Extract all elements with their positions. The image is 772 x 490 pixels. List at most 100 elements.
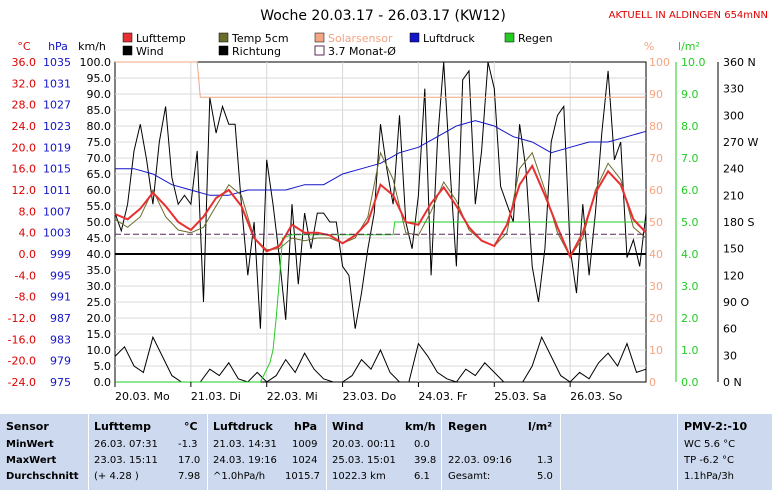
rain-tick-label: 5.0 [681,216,699,229]
axis-unit-label: l/m² [678,40,700,53]
legend-swatch [409,32,420,43]
temp-tick-label: 20.0 [12,141,37,154]
wind-tick-label: 60.0 [87,184,112,197]
axis-units: °C hPa km/h% l/m² [17,40,700,53]
temp-tick-label: 32.0 [12,77,37,90]
wind-tick-label: 40.0 [87,248,112,261]
wind-avg-value: 6.1 [414,471,430,482]
wind-tick-label: 20.0 [87,312,112,325]
legend-swatch [314,32,325,43]
temp-tick-label: -8.0 [15,291,36,304]
wind-tick-label: 35.0 [87,264,112,277]
wind-tick-label: 55.0 [87,200,112,213]
pmv-dewpoint: TP -6.2 °C [684,455,734,466]
luftdruck-max-value: 1024 [292,455,318,466]
rain-tick-label: 2.0 [681,312,699,325]
solar-tick-label: 70 [649,152,663,165]
regen-max-value: 1.3 [537,455,553,466]
direction-tick-label: 90 O [723,296,749,309]
pmv-windchill: WC 5.6 °C [684,439,736,450]
legend-label: 3.7 Monat-Ø [328,45,396,58]
pressure-tick-label: 987 [50,312,71,325]
direction-tick-label: 240 [723,163,744,176]
solar-tick-label: 100 [649,56,670,69]
pressure-tick-label: 1015 [43,163,71,176]
rain-tick-label: 1.0 [681,344,699,357]
direction-tick-label: 330 [723,83,744,96]
legend: Lufttemp Temp 5cm Solarsensor Luftdruck Rege… [122,32,553,58]
pressure-tick-label: 1019 [43,141,71,154]
luftdruck-avg-value: 1015.7 [285,471,320,482]
lufttemp-min-value: -1.3 [178,439,198,450]
temp-tick-label: -16.0 [8,333,36,346]
wind-min-time: 20.03. 00:11 [332,439,396,450]
solar-tick-label: 30 [649,280,663,293]
header-regen: Regen [448,420,488,433]
row-label-avg: Durchschnitt [6,471,79,482]
legend-label: Wind [136,45,164,58]
direction-tick-label: 0 N [723,376,742,389]
pressure-tick-label: 1007 [43,205,71,218]
lufttemp-avg-note: (+ 4.28 ) [94,471,139,482]
wind-tick-label: 70.0 [87,152,112,165]
wind-tick-label: 45.0 [87,232,112,245]
legend-label: Temp 5cm [231,32,289,45]
series-wind [114,335,647,383]
legend-label: Luftdruck [423,32,475,45]
temp-tick-label: 8.0 [19,205,37,218]
wind-tick-label: 30.0 [87,280,112,293]
pmv-pressure-trend: 1.1hPa/3h [684,471,735,482]
day-label: 23.03. Do [343,390,397,403]
rain-tick-label: 6.0 [681,184,699,197]
temp-tick-label: 4.0 [19,227,37,240]
header-luftdruck: Luftdruck [213,420,273,433]
header-lufttemp-unit: °C [184,420,198,433]
series-luftdruck [115,120,647,196]
wind-tick-label: 5.0 [94,360,112,373]
rain-tick-label: 0.0 [681,376,699,389]
pressure-tick-label: 1027 [43,99,71,112]
luftdruck-trend: ^1.0hPa/h [213,471,266,482]
direction-tick-label: 300 [723,109,744,122]
day-label: 26.03. So [570,390,622,403]
pressure-tick-label: 1023 [43,120,71,133]
axis-unit-label: hPa [48,40,68,53]
wind-tick-label: 75.0 [87,136,112,149]
weather-chart: Woche 20.03.17 - 26.03.17 (KW12) AKTUELL… [8,8,768,403]
wind-tick-label: 0.0 [94,376,112,389]
legend-swatch [218,45,229,56]
solar-tick-label: 80 [649,120,663,133]
header-luftdruck-unit: hPa [294,420,318,433]
header-regen-unit: l/m² [528,420,553,433]
lufttemp-min-time: 26.03. 07:31 [94,439,158,450]
temp-tick-label: 36.0 [12,56,37,69]
luftdruck-min-time: 21.03. 14:31 [213,439,277,450]
row-label-min: MinWert [6,439,54,450]
wind-tick-label: 15.0 [87,328,112,341]
wind-tick-label: 95.0 [87,72,112,85]
header-wind: Wind [332,420,364,433]
axis-unit-label: % [644,40,654,53]
x-axis-labels: 20.03. Mo 21.03. Di 22.03. Mi 23.03. Do 24.0… [114,382,623,403]
location-alert: AKTUELL IN ALDINGEN 654mNN [609,10,768,21]
direction-tick-label: 360 N [723,56,756,69]
temp-tick-label: 24.0 [12,120,37,133]
luftdruck-min-value: 1009 [292,439,318,450]
legend-swatch [122,45,133,56]
direction-tick-label: 180 S [723,216,754,229]
temp-tick-label: 16.0 [12,163,37,176]
temp-tick-label: 0.0 [19,248,37,261]
legend-label: Lufttemp [136,32,186,45]
legend-swatch [218,32,229,43]
legend-swatch [504,32,515,43]
pressure-tick-label: 1003 [43,227,71,240]
lufttemp-avg-value: 7.98 [178,471,201,482]
header-wind-unit: km/h [405,420,436,433]
data-series [114,61,647,383]
solar-tick-label: 20 [649,312,663,325]
pressure-tick-label: 979 [50,355,71,368]
temp-tick-label: -12.0 [8,312,36,325]
wind-tick-label: 50.0 [87,216,112,229]
series-richtung [114,61,647,329]
